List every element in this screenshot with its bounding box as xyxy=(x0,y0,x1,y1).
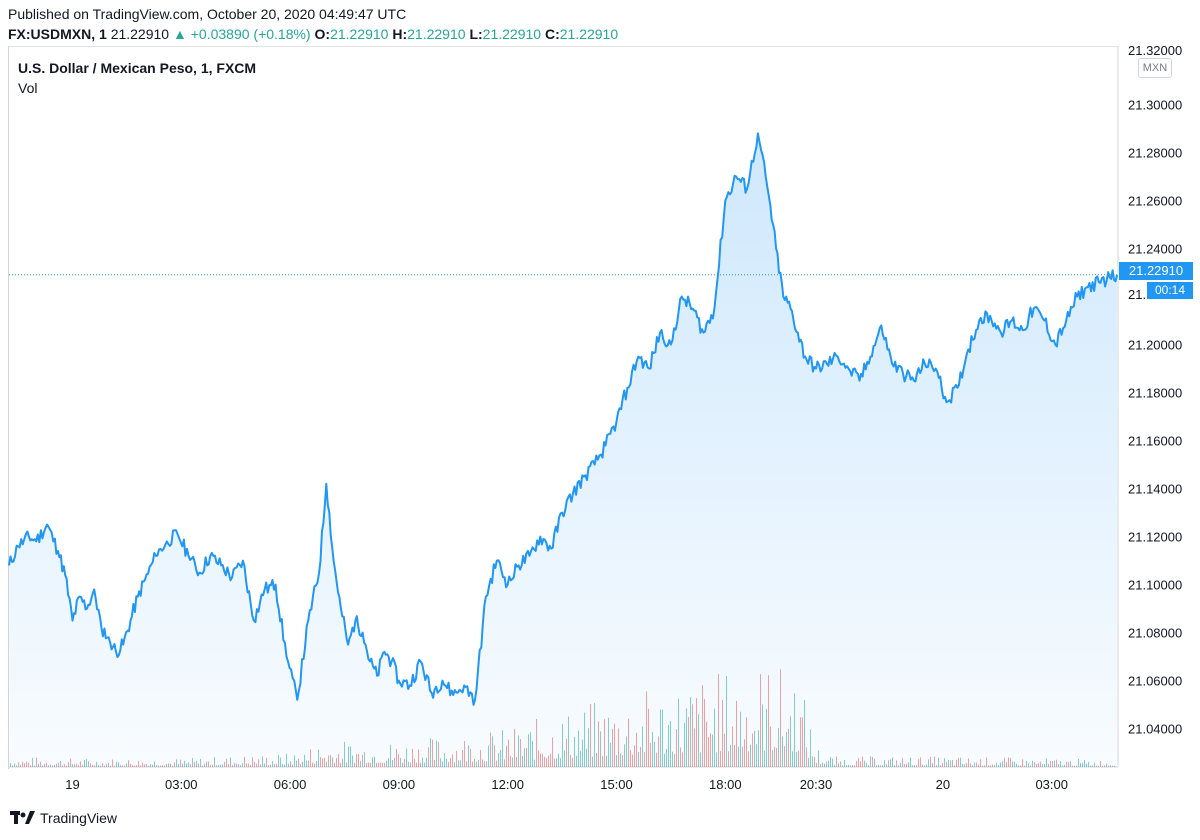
y-tick-label-partial: 21. xyxy=(1128,287,1146,302)
tradingview-icon xyxy=(10,811,35,824)
x-tick-label: 15:00 xyxy=(600,777,633,792)
x-tick-label: 20 xyxy=(936,777,950,792)
countdown-tag: 00:14 xyxy=(1147,282,1193,299)
y-tick-label: 21.10000 xyxy=(1128,578,1182,593)
price-area xyxy=(9,133,1117,767)
open-label: O: xyxy=(314,26,331,42)
y-tick-label: 21.20000 xyxy=(1128,338,1182,353)
high-label: H: xyxy=(392,26,408,42)
brand-name: TradingView xyxy=(40,810,118,826)
last-price: 21.22910 xyxy=(110,26,170,42)
x-tick-label: 20:30 xyxy=(800,777,833,792)
y-tick-label: 21.24000 xyxy=(1128,242,1182,257)
close-label: C: xyxy=(544,26,560,42)
y-tick-label: 21.08000 xyxy=(1128,626,1182,641)
x-tick-label: 06:00 xyxy=(274,777,307,792)
y-tick-label: 21.14000 xyxy=(1128,482,1182,497)
y-tick-label: 21.26000 xyxy=(1128,194,1182,209)
x-tick-label: 12:00 xyxy=(491,777,524,792)
x-tick-label: 09:00 xyxy=(383,777,416,792)
open-value: 21.22910 xyxy=(330,26,389,42)
y-tick-label: 21.06000 xyxy=(1128,674,1182,689)
y-tick-label-top: 21.32000 xyxy=(1128,43,1182,58)
tradingview-logo[interactable]: TradingView xyxy=(10,810,117,826)
x-tick-label: 03:00 xyxy=(165,777,198,792)
y-tick-label: 21.30000 xyxy=(1128,98,1182,113)
y-tick-label: 21.18000 xyxy=(1128,386,1182,401)
low-label: L: xyxy=(469,26,483,42)
last-price-tag: 21.22910 xyxy=(1119,262,1193,280)
symbol: FX:USDMXN, 1 xyxy=(8,26,107,42)
y-tick-label: 21.16000 xyxy=(1128,434,1182,449)
x-tick-label: 03:00 xyxy=(1035,777,1068,792)
x-tick-label: 19 xyxy=(65,777,79,792)
y-tick-label: 21.12000 xyxy=(1128,530,1182,545)
x-tick-label: 18:00 xyxy=(709,777,742,792)
volume-legend[interactable]: Vol xyxy=(18,80,38,96)
currency-tag[interactable]: MXN xyxy=(1138,58,1172,78)
published-line: Published on TradingView.com, October 20… xyxy=(8,6,407,22)
price-line xyxy=(8,132,1118,706)
y-tick-label: 21.28000 xyxy=(1128,146,1182,161)
ohlc-line: FX:USDMXN, 1 21.22910 ▲ +0.03890 (+0.18%… xyxy=(8,26,618,42)
high-value: 21.22910 xyxy=(407,26,466,42)
chart-legend-title[interactable]: U.S. Dollar / Mexican Peso, 1, FXCM xyxy=(18,60,257,76)
close-value: 21.22910 xyxy=(559,26,619,42)
price-change: ▲ +0.03890 (+0.18%) xyxy=(172,26,311,42)
low-value: 21.22910 xyxy=(482,26,542,42)
chart-pane[interactable] xyxy=(8,46,1119,769)
y-tick-label: 21.04000 xyxy=(1128,722,1182,737)
